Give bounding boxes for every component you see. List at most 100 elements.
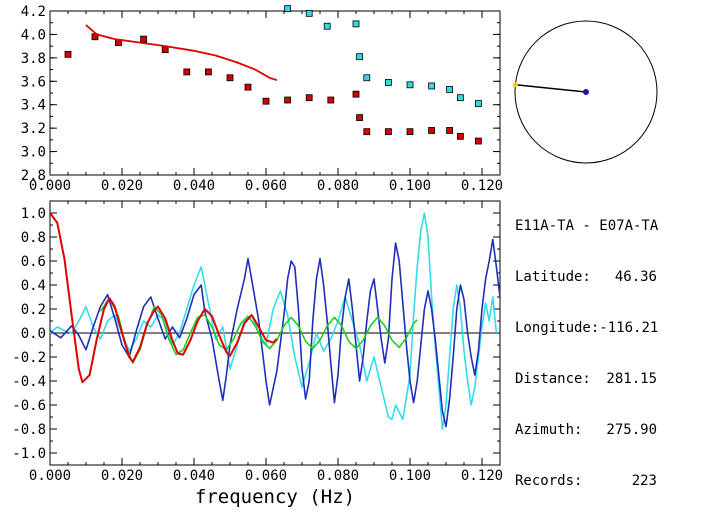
cyan-velocity-point xyxy=(356,53,364,61)
velocity-series xyxy=(64,5,482,145)
y-tick-label: -0.4 xyxy=(12,374,46,390)
x-tick-label: 0.120 xyxy=(461,178,503,194)
velocity-plot-frame xyxy=(49,10,501,176)
x-tick-label: 0.000 xyxy=(29,178,71,194)
azimuth-label: Azimuth: xyxy=(515,422,583,438)
records-value: 223 xyxy=(631,473,657,489)
azimuth-marker-dot xyxy=(512,82,518,88)
y-tick-label: 3.6 xyxy=(21,74,46,90)
red-velocity-point xyxy=(244,83,252,91)
info-row-latitude: Latitude: 46.36 xyxy=(515,269,657,286)
station-center-dot xyxy=(583,89,589,95)
cyan-velocity-point xyxy=(363,74,371,82)
y-tick-label: 1.0 xyxy=(21,206,46,222)
records-label: Records: xyxy=(515,473,583,489)
x-tick-label: 0.060 xyxy=(245,178,287,194)
x-tick-label: 0.060 xyxy=(245,468,287,484)
green-model-curve xyxy=(99,297,418,364)
longitude-label: Longitude: xyxy=(515,320,600,336)
info-row-distance: Distance: 281.15 xyxy=(515,371,657,388)
red-velocity-point xyxy=(226,74,234,82)
cyan-velocity-point xyxy=(428,82,436,90)
x-axis-title: frequency (Hz) xyxy=(195,486,355,508)
y-tick-label: 0.6 xyxy=(21,254,46,270)
red-velocity-point xyxy=(356,114,364,121)
red-velocity-point xyxy=(446,127,454,134)
azimuth-line xyxy=(515,83,587,93)
red-velocity-point xyxy=(204,68,212,76)
cyan-velocity-point xyxy=(384,79,392,86)
velocity-fit-curve xyxy=(85,24,278,81)
x-tick-label: 0.040 xyxy=(173,468,215,484)
red-model-curve xyxy=(49,212,278,384)
latitude-value: 46.36 xyxy=(614,269,657,285)
red-velocity-point xyxy=(406,128,414,136)
y-tick-label: -0.2 xyxy=(12,350,46,366)
velocity-panel: 0.000 0.020 0.040 0.060 0.080 0.100 0.120 2.8 3.… xyxy=(21,4,503,194)
red-velocity-point xyxy=(384,128,392,136)
y-tick-label: 0.4 xyxy=(21,278,46,294)
y-tick-label: 3.4 xyxy=(21,98,46,114)
latitude-label: Latitude: xyxy=(515,269,591,285)
red-velocity-point xyxy=(428,127,436,134)
cyan-velocity-point xyxy=(305,9,313,17)
info-row-azimuth: Azimuth: 275.90 xyxy=(515,422,657,439)
distance-value: 281.15 xyxy=(606,371,657,387)
red-velocity-point xyxy=(474,137,482,145)
station-info-panel: E11A-TA - E07A-TA Latitude: 46.36 Longit… xyxy=(515,184,701,507)
y-tick-label: 3.0 xyxy=(21,145,46,161)
azimuth-dial xyxy=(512,20,658,164)
y-tick-label: -1.0 xyxy=(12,446,46,462)
x-tick-label: 0.000 xyxy=(29,468,71,484)
x-tick-label: 0.020 xyxy=(101,468,143,484)
station-pair-title: E11A-TA - E07A-TA xyxy=(515,218,659,234)
correlation-panel: 0.000 0.020 0.040 0.060 0.080 0.100 0.120 1.0 0.… xyxy=(12,200,503,508)
x-tick-label: 0.100 xyxy=(389,178,431,194)
red-velocity-point xyxy=(352,90,360,98)
correlation-series xyxy=(49,212,501,430)
y-tick-label: -0.8 xyxy=(12,422,46,438)
correlation-axis-ticks: 0.000 0.020 0.040 0.060 0.080 0.100 0.120 1.0 0.… xyxy=(12,200,503,484)
distance-label: Distance: xyxy=(515,371,591,387)
y-tick-label: -0.6 xyxy=(12,398,46,414)
red-velocity-point xyxy=(456,132,464,140)
x-tick-label: 0.080 xyxy=(317,468,359,484)
red-velocity-point xyxy=(140,35,148,43)
cyan-velocity-point xyxy=(406,81,414,89)
velocity-axis-ticks: 0.000 0.020 0.040 0.060 0.080 0.100 0.120 2.8 3.… xyxy=(21,4,503,194)
cyan-velocity-point xyxy=(284,5,292,13)
x-tick-label: 0.100 xyxy=(389,468,431,484)
azimuth-value: 275.90 xyxy=(606,422,657,438)
x-tick-label: 0.040 xyxy=(173,178,215,194)
longitude-value: -116.21 xyxy=(599,320,659,336)
y-tick-label: 0.2 xyxy=(21,302,46,318)
x-tick-label: 0.120 xyxy=(461,468,503,484)
y-tick-label: 3.2 xyxy=(21,121,46,137)
red-velocity-point xyxy=(284,96,292,104)
red-velocity-point xyxy=(363,128,371,136)
y-tick-label: 4.0 xyxy=(21,27,46,43)
red-velocity-point xyxy=(161,46,169,54)
y-tick-label: 0.8 xyxy=(21,230,46,246)
cyan-data-curve xyxy=(49,212,498,430)
y-tick-label: 0.0 xyxy=(21,326,46,342)
y-tick-label: 3.8 xyxy=(21,51,46,67)
red-velocity-point xyxy=(262,97,270,105)
blue-data-curve xyxy=(49,238,501,428)
red-velocity-point xyxy=(305,94,313,102)
red-velocity-point xyxy=(64,50,72,58)
cyan-velocity-point xyxy=(352,20,360,28)
info-row-records: Records: 223 xyxy=(515,473,657,490)
y-tick-label: 4.2 xyxy=(21,4,46,20)
x-tick-label: 0.020 xyxy=(101,178,143,194)
red-velocity-point xyxy=(183,68,191,76)
cyan-velocity-point xyxy=(456,94,464,102)
cyan-velocity-point xyxy=(323,22,331,30)
x-tick-label: 0.080 xyxy=(317,178,359,194)
info-row-longitude: Longitude: -116.21 xyxy=(515,320,659,337)
cyan-velocity-point xyxy=(474,100,482,107)
y-tick-label: 2.8 xyxy=(21,168,46,184)
red-velocity-point xyxy=(327,96,335,104)
azimuth-dial-circle xyxy=(514,20,658,164)
